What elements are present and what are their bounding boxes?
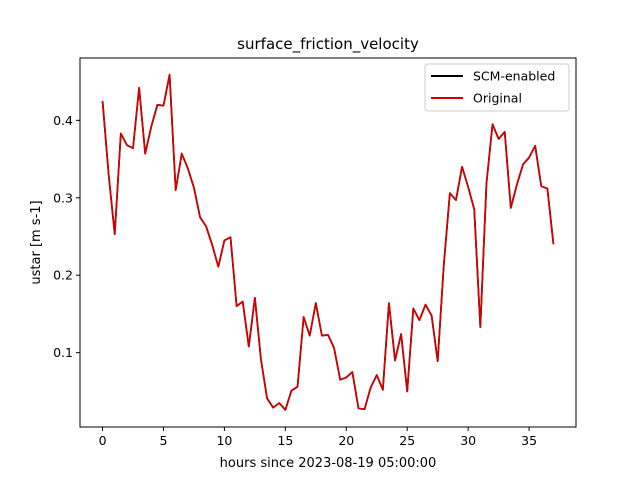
legend: SCM-enabled Original [424,63,570,112]
x-tick-label: 30 [460,433,476,448]
x-tick-label: 20 [338,433,354,448]
x-axis-label: hours since 2023-08-19 05:00:00 [220,456,437,471]
series-line-original [101,73,555,411]
x-axis: 0 5 10 15 20 25 30 35 [99,427,537,448]
series-line-scm-enabled [101,73,555,411]
x-tick-label: 0 [99,433,107,448]
x-tick-label: 15 [277,433,293,448]
y-tick-label: 0.1 [53,345,73,360]
plot-frame [79,57,577,428]
x-tick-label: 25 [399,433,415,448]
y-tick-label: 0.4 [53,113,73,128]
y-axis-label: ustar [m s-1] [29,200,44,284]
series-layer [101,73,555,411]
y-tick-label: 0.2 [53,268,73,283]
legend-label-scm-enabled: SCM-enabled [473,69,555,84]
x-tick-label: 10 [216,433,232,448]
y-tick-label: 0.3 [53,190,73,205]
chart-title: surface_friction_velocity [237,35,419,54]
y-axis: 0.1 0.2 0.3 0.4 [53,113,80,360]
x-tick-label: 35 [521,433,537,448]
x-tick-label: 5 [160,433,168,448]
legend-label-original: Original [473,91,522,106]
